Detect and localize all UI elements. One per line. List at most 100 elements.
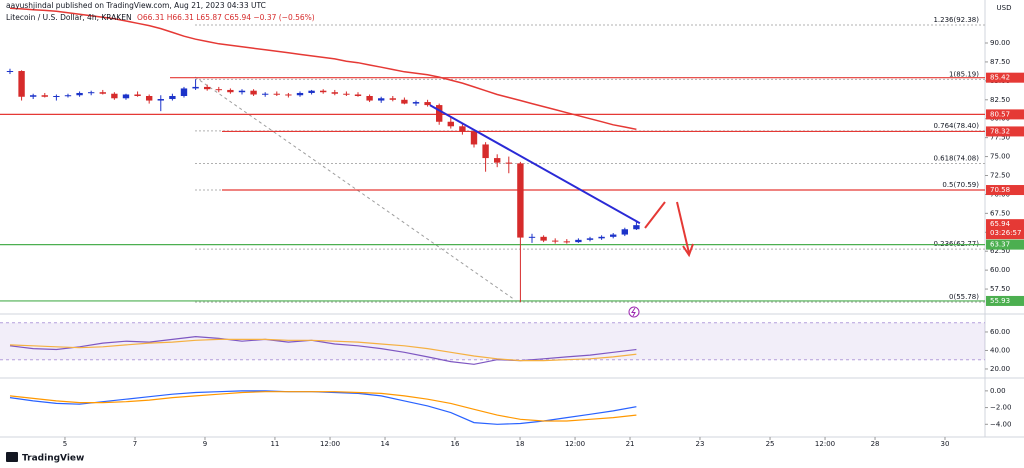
candle-body xyxy=(412,102,420,104)
candle-body xyxy=(29,95,37,97)
candle-body xyxy=(552,240,559,242)
candle-body xyxy=(192,86,199,89)
y-tick-label: 67.50 xyxy=(990,209,1010,217)
y-tick-label: 75.00 xyxy=(990,153,1010,161)
price-tag xyxy=(986,126,1024,137)
rsi-band xyxy=(0,322,985,360)
candle-body xyxy=(203,86,211,90)
down-arrow xyxy=(676,201,690,254)
price-tag-label: 63.37 xyxy=(990,241,1010,249)
fib-label: 1(85.19) xyxy=(949,70,979,78)
candle-body xyxy=(227,89,234,93)
candle-body xyxy=(18,71,25,97)
currency: USD xyxy=(997,4,1012,12)
candle-body xyxy=(285,94,292,96)
y-tick-label: 77.50 xyxy=(990,134,1010,142)
candle-body xyxy=(378,98,385,101)
countdown-label: 03:26:57 xyxy=(990,229,1021,237)
price-tag-label: 80.57 xyxy=(990,110,1010,118)
y-tick-label: 40.00 xyxy=(990,346,1010,354)
candle-body xyxy=(598,236,605,239)
y-tick-label: 60.00 xyxy=(990,328,1010,336)
candle-body xyxy=(53,96,60,97)
candle-body xyxy=(87,92,95,94)
candle-body xyxy=(505,162,512,164)
candle-body xyxy=(436,105,443,122)
candle-body xyxy=(134,94,141,96)
x-tick-label: 12:00 xyxy=(320,440,340,448)
candle-body xyxy=(354,94,362,96)
y-tick-label: 72.50 xyxy=(990,171,1010,179)
x-tick-label: 9 xyxy=(203,440,207,448)
candle-body xyxy=(633,225,640,230)
candle-body xyxy=(296,92,304,96)
symbol-line: Litecoin / U.S. Dollar, 4h, KRAKEN xyxy=(6,13,132,22)
candle-body xyxy=(424,102,431,106)
y-tick-label: 57.50 xyxy=(990,285,1010,293)
candle-body xyxy=(169,96,176,100)
fib-label: 0(55.78) xyxy=(949,293,979,301)
price-tag-label: 70.58 xyxy=(990,186,1010,194)
candle-body xyxy=(320,90,327,93)
candle-body xyxy=(215,89,222,91)
fib-connector xyxy=(194,76,516,301)
candle-body xyxy=(459,126,466,132)
price-tag xyxy=(986,109,1024,120)
x-tick-label: 21 xyxy=(626,440,635,448)
candle-body xyxy=(157,99,164,101)
candle-body xyxy=(528,236,536,238)
footer-logo: TradingView xyxy=(22,454,84,464)
x-tick-label: 12:00 xyxy=(565,440,585,448)
candle-body xyxy=(621,229,628,235)
candle-body xyxy=(563,241,570,243)
y-tick-label: 20.00 xyxy=(990,365,1010,373)
candle-body xyxy=(586,238,594,240)
candle-body xyxy=(122,94,130,99)
trend-line xyxy=(429,104,641,225)
x-tick-label: 25 xyxy=(766,440,775,448)
author-line: aayushjindal published on TradingView.co… xyxy=(6,1,266,10)
y-tick-label: 62.50 xyxy=(990,247,1010,255)
candle-body xyxy=(331,92,338,94)
candle-body xyxy=(180,88,188,96)
y-tick-label: 87.50 xyxy=(990,58,1010,66)
candle-body xyxy=(261,93,269,95)
up-arrow xyxy=(644,201,666,229)
price-tag xyxy=(986,239,1024,250)
x-tick-label: 30 xyxy=(941,440,950,448)
candle-body xyxy=(64,95,72,97)
candle-body xyxy=(540,236,547,241)
x-tick-label: 5 xyxy=(63,440,67,448)
moving-average xyxy=(9,7,637,131)
y-tick-label: −4.00 xyxy=(990,420,1011,428)
price-tag xyxy=(986,185,1024,196)
fib-label: 0.764(78.40) xyxy=(933,122,979,130)
x-tick-label: 7 xyxy=(133,440,137,448)
x-tick-label: 28 xyxy=(871,440,880,448)
price-tag-label: 55.93 xyxy=(990,297,1010,305)
layers: 57.5060.0062.5065.0067.5070.0072.5075.00… xyxy=(0,7,1024,448)
candle-body xyxy=(401,99,408,104)
candle-body xyxy=(238,90,246,93)
candle-body xyxy=(517,163,524,238)
indicator-line xyxy=(9,338,637,362)
x-tick-label: 11 xyxy=(270,440,279,448)
logo-icon xyxy=(6,452,18,462)
y-tick-label: 60.00 xyxy=(990,266,1010,274)
y-tick-label: 82.50 xyxy=(990,96,1010,104)
candle-body xyxy=(575,239,582,243)
candle-body xyxy=(482,144,489,159)
y-tick-label: −2.00 xyxy=(990,404,1011,412)
price-tag-label: 78.32 xyxy=(990,127,1010,135)
candle-body xyxy=(6,71,14,73)
price-tag xyxy=(986,295,1024,306)
x-tick-label: 18 xyxy=(516,440,525,448)
candle-body xyxy=(470,131,478,145)
fib-label: 0.5(70.59) xyxy=(942,181,979,189)
candle-body xyxy=(366,96,373,101)
y-tick-label: 0.00 xyxy=(990,387,1006,395)
candle-body xyxy=(250,90,257,95)
event-icon-bolt xyxy=(631,307,636,317)
candle-body xyxy=(389,98,396,100)
